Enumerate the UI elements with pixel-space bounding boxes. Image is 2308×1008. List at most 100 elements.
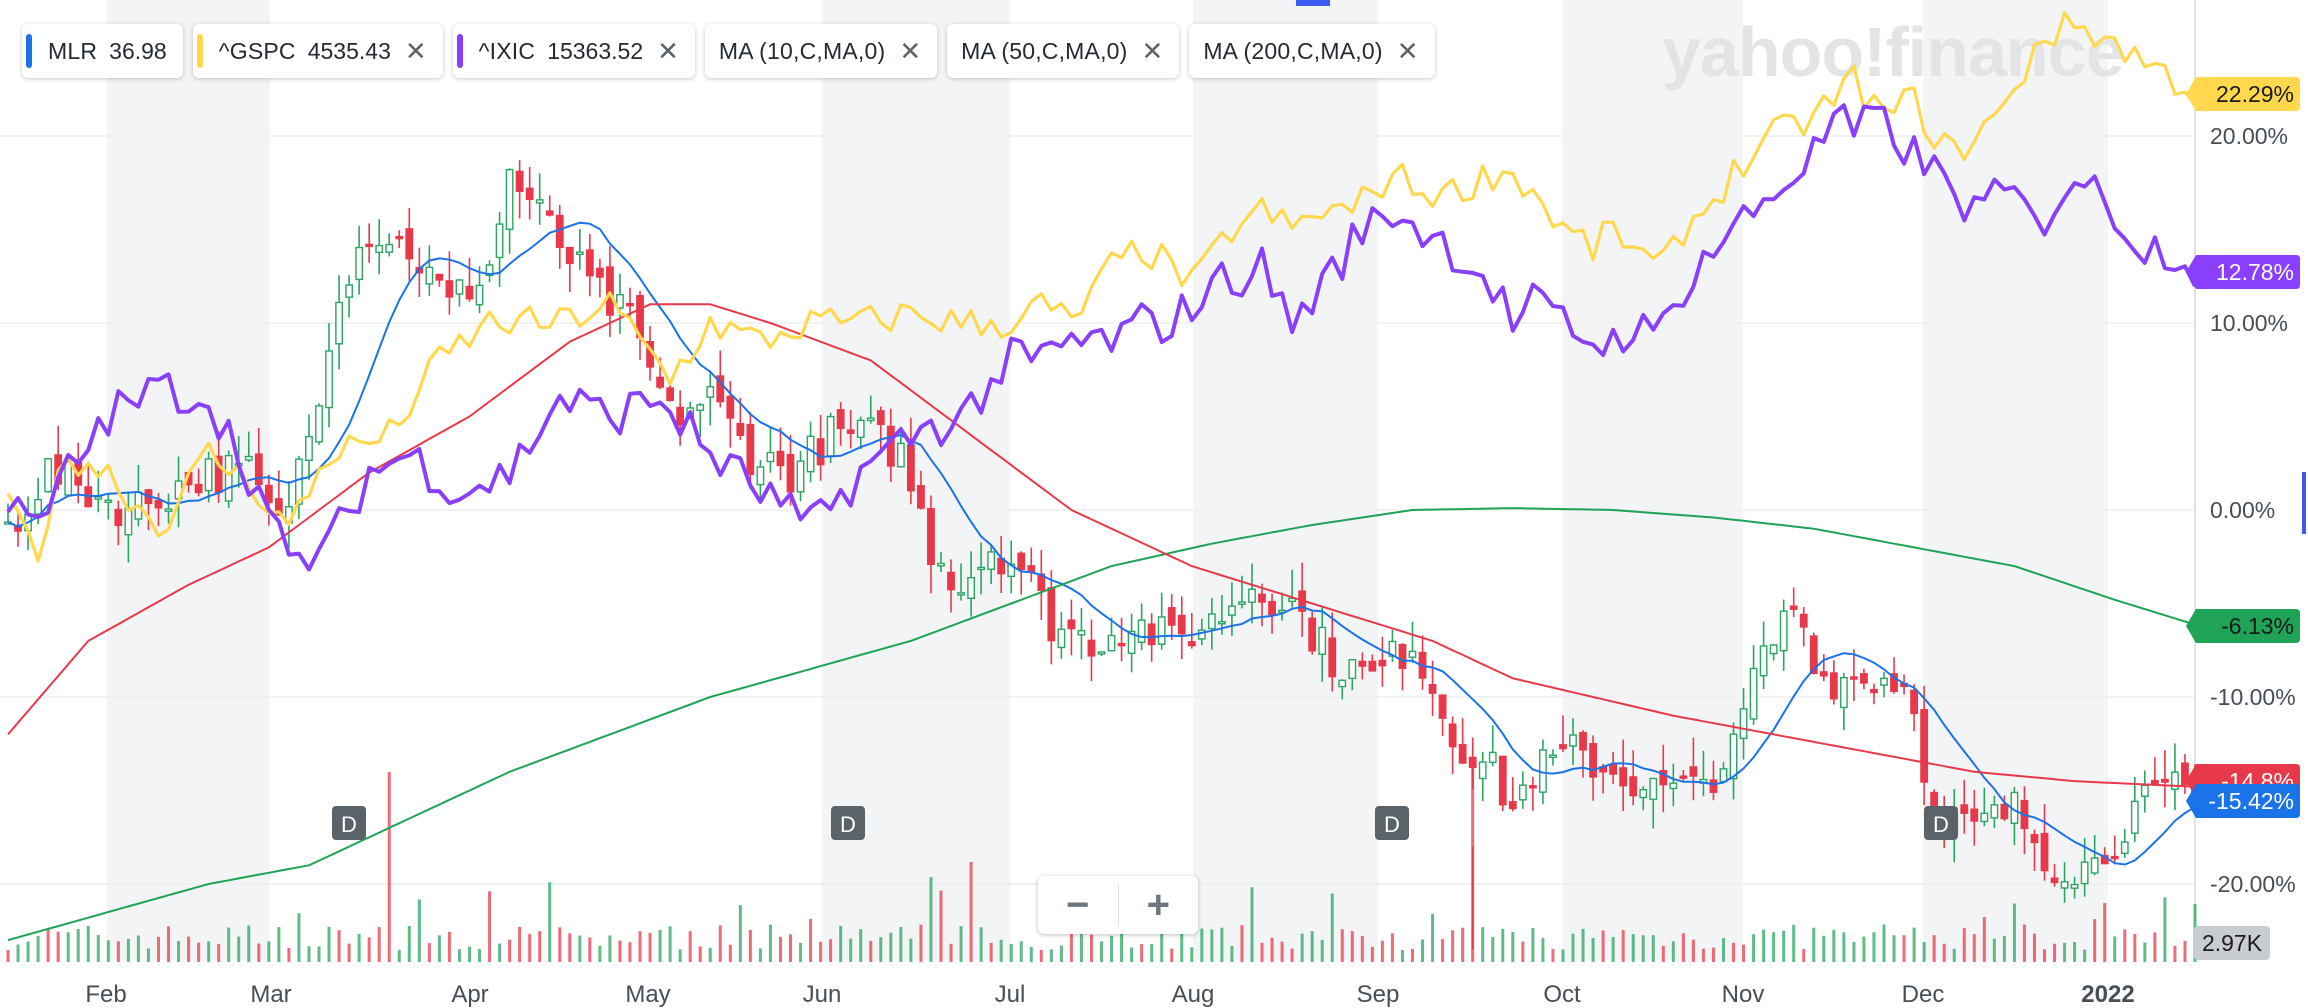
candle-body — [1358, 660, 1367, 667]
volume-bar — [889, 932, 893, 962]
mlr-candle — [244, 431, 253, 463]
mlr-candle — [1769, 644, 1778, 661]
volume-bar — [1932, 935, 1936, 962]
legend-value: 36.98 — [109, 37, 167, 64]
volume-bar — [1400, 949, 1404, 962]
candle-body — [1970, 808, 1979, 822]
mlr-candle — [525, 167, 534, 220]
volume-bar — [1681, 933, 1685, 962]
volume-bar — [1180, 929, 1184, 962]
mlr-candle — [1408, 621, 1417, 663]
legend-symbol: MA (200,C,MA,0) — [1203, 37, 1383, 64]
volume-bar — [317, 946, 321, 962]
volume-bar — [999, 939, 1003, 962]
volume-bar — [598, 945, 602, 962]
candle-body — [1258, 593, 1266, 603]
candle-body — [2181, 762, 2189, 786]
volume-bar — [347, 943, 351, 962]
volume-bar — [1651, 935, 1655, 962]
dividend-marker-box — [1924, 806, 1958, 840]
candle-body — [1579, 731, 1587, 751]
candle-body — [1880, 677, 1888, 686]
close-icon[interactable]: ✕ — [899, 36, 922, 66]
ma200-last-value-badge: -6.13% — [2186, 609, 2300, 643]
mlr-candle — [475, 266, 484, 314]
mlr-last-value-badge: -15.42% — [2186, 784, 2300, 818]
candle-body — [836, 409, 845, 430]
mlr-candle — [1739, 687, 1748, 760]
dividend-marker-label: D — [1384, 812, 1400, 837]
mlr-candle — [616, 273, 624, 334]
mlr-candle — [2050, 863, 2059, 887]
close-icon[interactable]: ✕ — [657, 36, 679, 66]
candle-body — [355, 246, 364, 281]
volume-bar — [1691, 939, 1695, 962]
volume-bar — [568, 933, 572, 962]
volume-bar — [1190, 947, 1194, 962]
volume-bar — [1912, 927, 1916, 962]
mlr-candle — [1779, 599, 1788, 671]
volume-bar — [959, 926, 963, 962]
legend-chip-ma10[interactable]: MA (10,C,MA,0) ✕ — [704, 24, 938, 78]
ixic-line — [6, 103, 2197, 572]
candle-body — [957, 592, 965, 596]
legend-chip-mlr[interactable]: MLR 36.98 — [22, 24, 183, 78]
candle-body — [1107, 634, 1116, 652]
volume-bar — [1571, 933, 1575, 962]
mlr-candle — [896, 426, 905, 468]
close-icon[interactable]: ✕ — [1396, 36, 1419, 66]
candle-body — [515, 170, 524, 192]
volume-bar — [1511, 932, 1515, 962]
dividend-marker: D — [1924, 806, 1958, 840]
candle-body — [194, 483, 203, 494]
volume-bar — [367, 937, 371, 962]
volume-bar — [1581, 928, 1585, 962]
candle-body — [1097, 651, 1106, 655]
volume-bar — [2012, 903, 2016, 962]
mlr-candle — [1589, 735, 1597, 801]
volume-bar — [488, 891, 492, 962]
legend-chip-gspc[interactable]: ^GSPC 4535.43 ✕ — [192, 24, 443, 78]
candle-body — [626, 303, 634, 307]
legend-chip-ma50[interactable]: MA (50,C,MA,0) ✕ — [947, 24, 1180, 78]
mlr-candle — [1127, 613, 1136, 673]
mlr-candle — [876, 406, 885, 452]
volume-bar — [1501, 928, 1505, 962]
mlr-candle — [1137, 603, 1146, 651]
zoom-in-button[interactable]: + — [1146, 882, 1170, 927]
volume-bar — [1671, 941, 1675, 962]
mlr-candle — [425, 245, 434, 296]
volume-bar — [1290, 948, 1294, 962]
volume-bar — [2083, 949, 2087, 962]
legend-chip-ma200[interactable]: MA (200,C,MA,0) ✕ — [1189, 24, 1435, 78]
mlr-candle — [1619, 739, 1628, 812]
volume-bar — [1491, 937, 1495, 962]
close-icon[interactable]: ✕ — [404, 36, 427, 66]
value-badge-bg — [2186, 784, 2300, 818]
volume-bar — [1842, 932, 1846, 962]
volume-bar — [146, 948, 150, 962]
volume-bar — [387, 772, 391, 962]
zoom-out-button[interactable]: − — [1066, 882, 1090, 927]
volume-bar — [1250, 887, 1254, 962]
mlr-candle — [1870, 683, 1878, 705]
candle-body — [967, 576, 975, 599]
volume-bar — [1701, 948, 1705, 962]
mlr-candle — [44, 457, 53, 493]
candle-body — [305, 435, 313, 462]
mlr-candle — [274, 470, 283, 516]
mlr-candle — [1629, 750, 1638, 806]
close-icon[interactable]: ✕ — [1141, 36, 1164, 66]
mlr-candle — [2140, 770, 2149, 813]
candle-body — [114, 508, 123, 527]
mlr-candle — [866, 395, 875, 424]
volume-bar — [1902, 935, 1906, 962]
volume-bar — [1952, 948, 1956, 962]
legend-chip-ixic[interactable]: ^IXIC 15363.52 ✕ — [452, 24, 695, 78]
volume-bar — [1019, 941, 1023, 962]
volume-bar — [1089, 934, 1093, 962]
candle-body — [706, 385, 715, 398]
mlr-candle — [315, 403, 323, 445]
mlr-candle — [1177, 596, 1186, 660]
volume-bar — [287, 947, 291, 962]
